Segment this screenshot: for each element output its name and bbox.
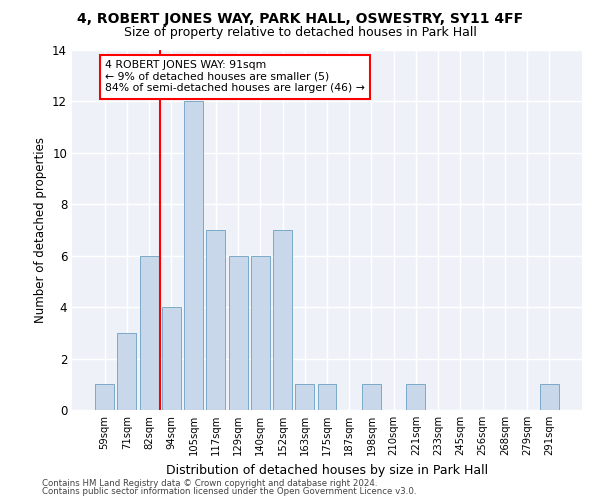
Bar <box>184 102 203 410</box>
Text: 4 ROBERT JONES WAY: 91sqm
← 9% of detached houses are smaller (5)
84% of semi-de: 4 ROBERT JONES WAY: 91sqm ← 9% of detach… <box>105 60 365 94</box>
Bar <box>251 256 270 410</box>
Text: Contains public sector information licensed under the Open Government Licence v3: Contains public sector information licen… <box>42 487 416 496</box>
Text: Contains HM Land Registry data © Crown copyright and database right 2024.: Contains HM Land Registry data © Crown c… <box>42 478 377 488</box>
Bar <box>140 256 158 410</box>
Bar <box>362 384 381 410</box>
Bar <box>206 230 225 410</box>
Bar <box>317 384 337 410</box>
Text: 4, ROBERT JONES WAY, PARK HALL, OSWESTRY, SY11 4FF: 4, ROBERT JONES WAY, PARK HALL, OSWESTRY… <box>77 12 523 26</box>
Bar <box>273 230 292 410</box>
Bar <box>162 307 181 410</box>
Bar <box>229 256 248 410</box>
Bar <box>95 384 114 410</box>
Bar <box>406 384 425 410</box>
X-axis label: Distribution of detached houses by size in Park Hall: Distribution of detached houses by size … <box>166 464 488 476</box>
Text: Size of property relative to detached houses in Park Hall: Size of property relative to detached ho… <box>124 26 476 39</box>
Bar <box>118 333 136 410</box>
Bar <box>295 384 314 410</box>
Bar <box>540 384 559 410</box>
Y-axis label: Number of detached properties: Number of detached properties <box>34 137 47 323</box>
